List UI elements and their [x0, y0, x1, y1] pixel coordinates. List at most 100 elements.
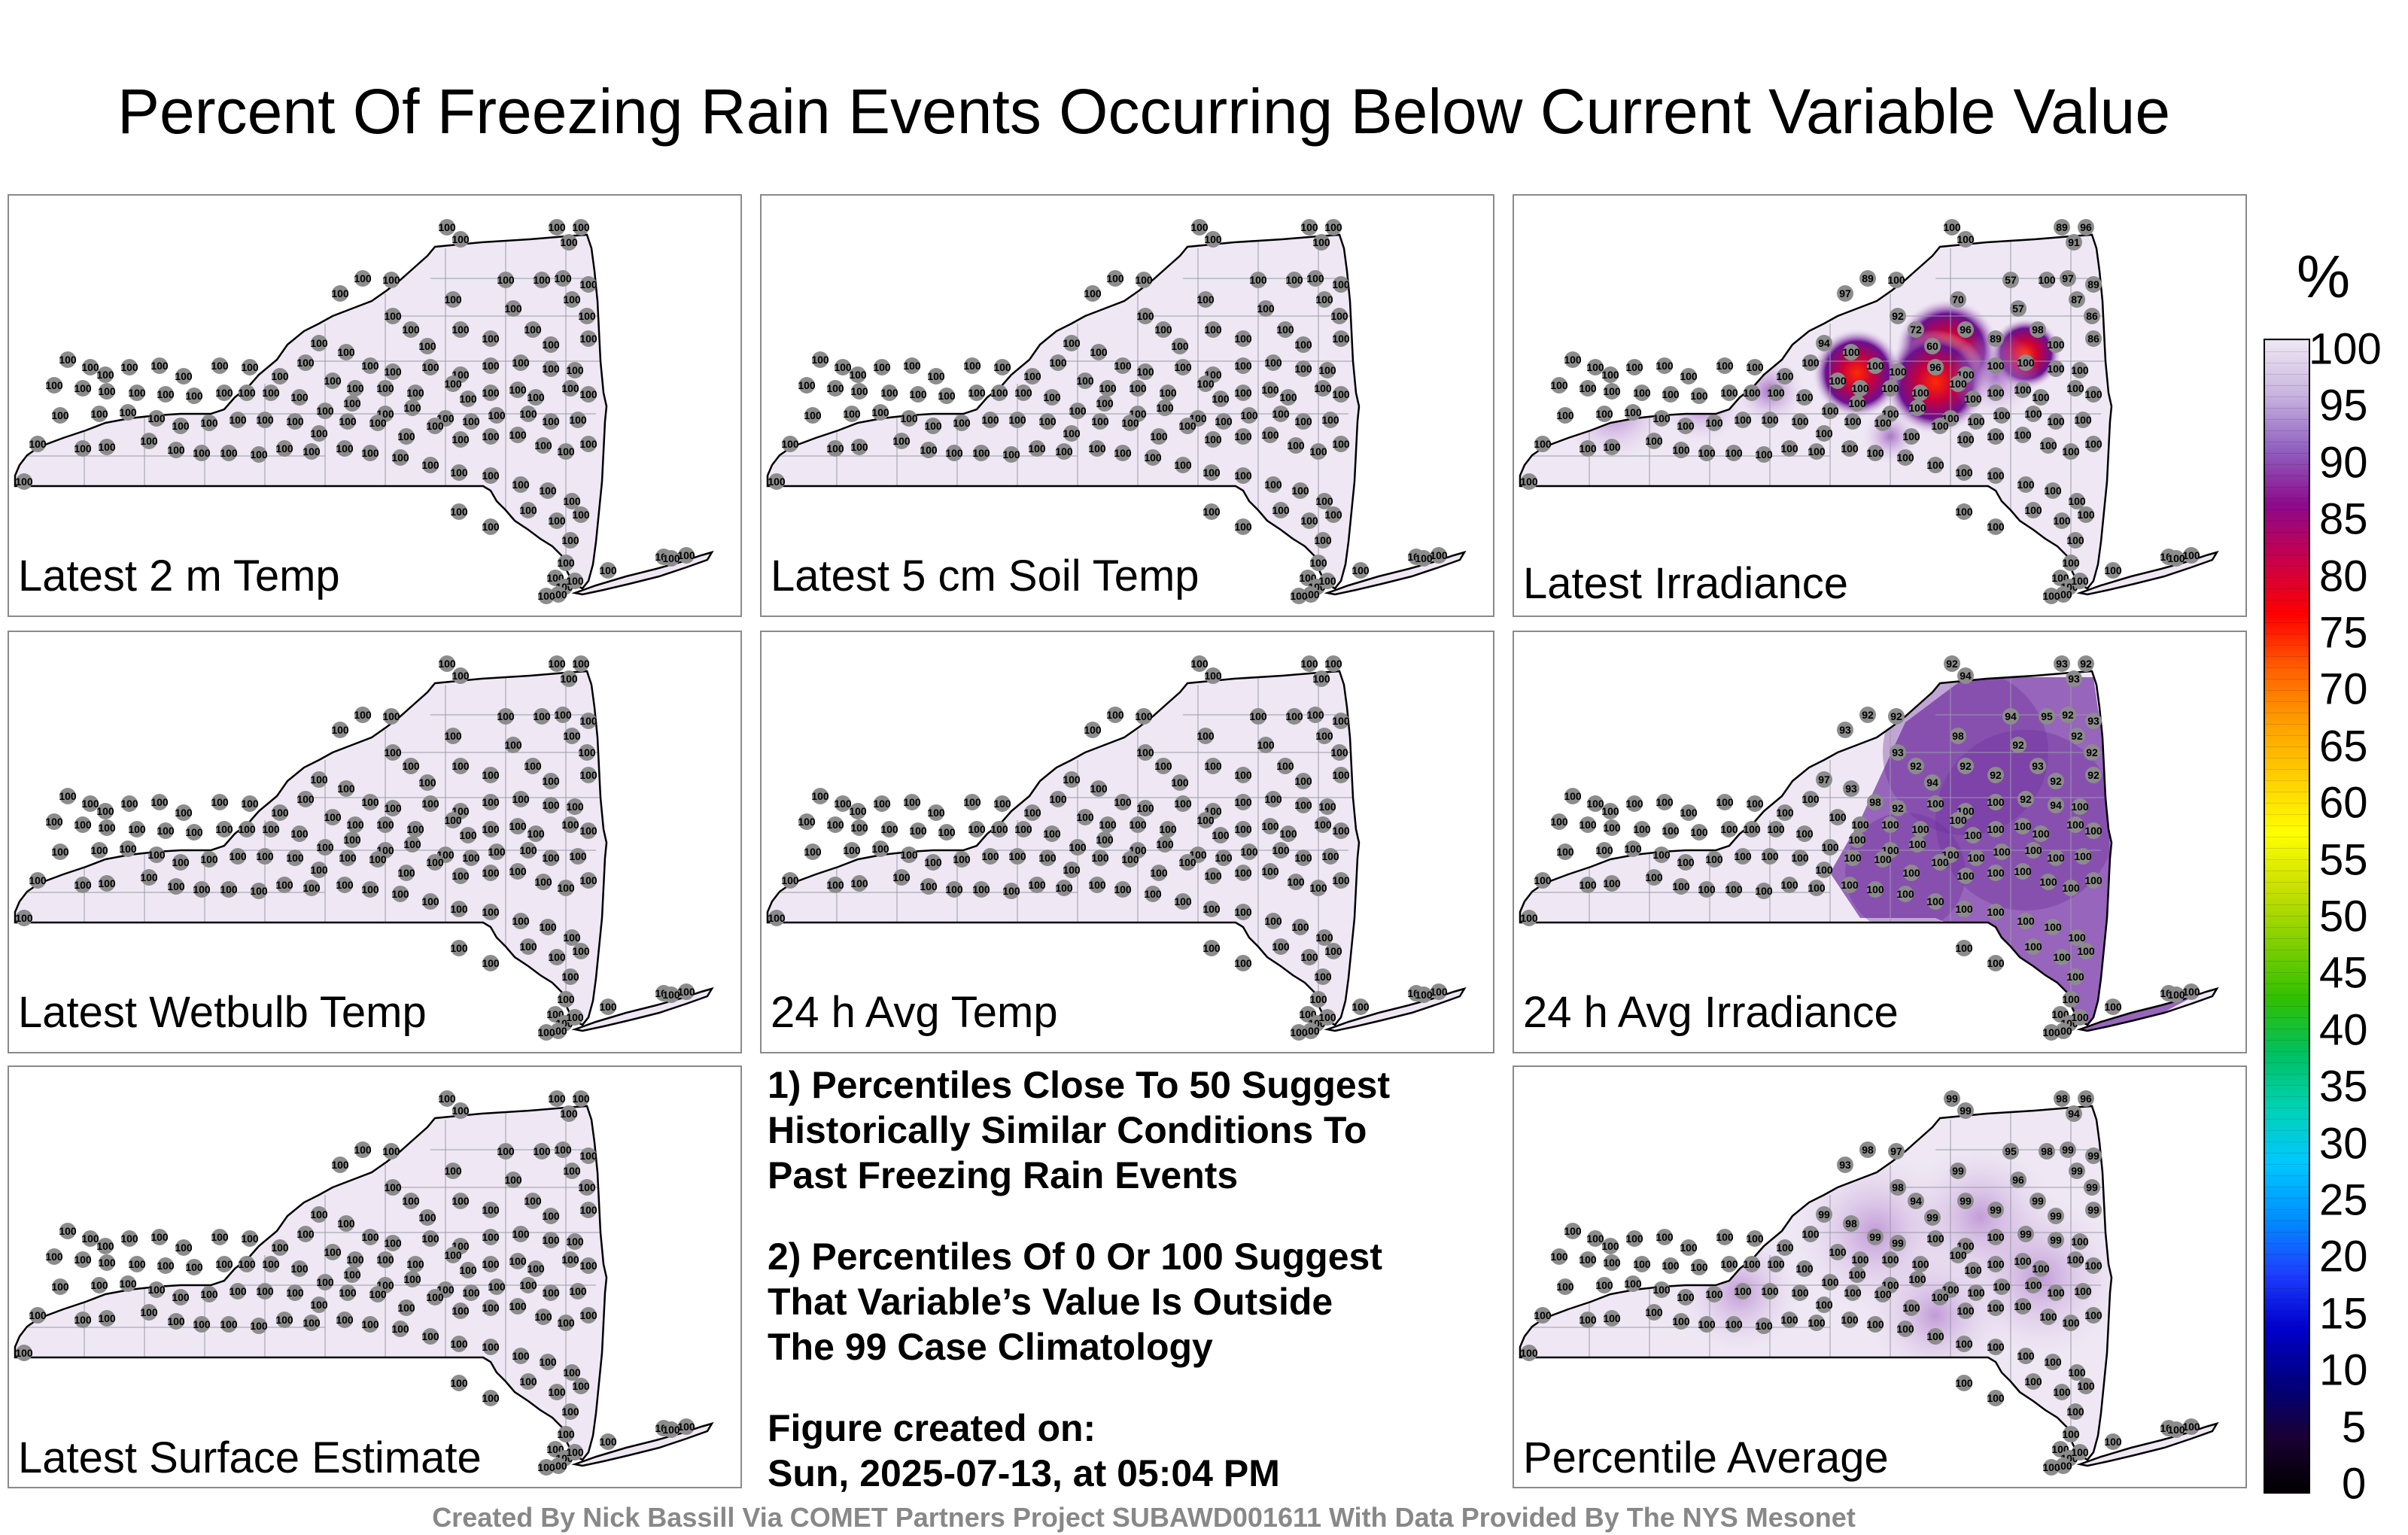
station-marker: 100: [310, 1206, 328, 1223]
svg-text:100: 100: [238, 823, 256, 835]
svg-text:100: 100: [1680, 370, 1698, 382]
station-marker: 100: [1106, 270, 1124, 287]
svg-text:100: 100: [2066, 971, 2084, 983]
svg-text:92: 92: [2020, 793, 2032, 805]
svg-text:100: 100: [1171, 340, 1189, 352]
station-marker: 100: [542, 1284, 560, 1301]
station-marker: 100: [1294, 797, 1312, 813]
station-marker: 100: [509, 818, 527, 834]
svg-text:100: 100: [677, 1421, 695, 1433]
station-marker: 100: [451, 431, 470, 448]
station-marker: 100: [275, 440, 293, 457]
station-marker: 100: [1212, 391, 1230, 407]
svg-text:100: 100: [1090, 783, 1108, 795]
station-marker: 100: [1135, 272, 1153, 288]
station-marker: 100: [450, 503, 468, 520]
svg-text:100: 100: [1129, 819, 1147, 831]
station-marker: 100: [51, 1278, 69, 1295]
station-marker: 100: [403, 836, 421, 853]
svg-text:100: 100: [1780, 442, 1798, 454]
svg-text:100: 100: [391, 888, 409, 900]
station-marker: 100: [1829, 809, 1847, 825]
svg-text:100: 100: [147, 849, 166, 861]
svg-text:100: 100: [2039, 876, 2057, 888]
svg-text:100: 100: [2062, 1317, 2080, 1329]
station-marker: 100: [1672, 442, 1690, 458]
svg-text:100: 100: [981, 414, 999, 426]
station-marker: 100: [1743, 821, 1761, 837]
station-marker: 100: [1677, 854, 1695, 871]
svg-text:100: 100: [451, 1195, 470, 1207]
svg-text:100: 100: [2062, 557, 2080, 569]
station-marker: 100: [1881, 380, 1899, 397]
svg-text:100: 100: [1106, 272, 1124, 284]
station-marker: 100: [871, 840, 889, 857]
station-marker: 100: [579, 1257, 597, 1274]
station-marker: 100: [1767, 385, 1785, 401]
station-marker: 100: [1063, 771, 1081, 788]
svg-text:92: 92: [2071, 730, 2083, 742]
station-marker: 100: [1633, 821, 1651, 837]
station-marker: 100: [336, 1312, 354, 1328]
station-marker: 100: [566, 1444, 584, 1461]
station-marker: 100: [1943, 219, 1961, 236]
station-marker: 100: [346, 380, 364, 397]
station-marker: 100: [451, 321, 470, 338]
svg-text:100: 100: [1276, 324, 1294, 336]
station-marker: 100: [1272, 938, 1290, 955]
svg-text:57: 57: [2012, 302, 2024, 315]
svg-text:100: 100: [15, 1347, 33, 1359]
station-marker: 100: [1257, 300, 1275, 317]
station-marker: 100: [1091, 413, 1109, 430]
station-marker: 100: [561, 532, 579, 549]
svg-text:92: 92: [2080, 658, 2092, 670]
svg-text:100: 100: [1801, 793, 1820, 805]
station-marker: 100: [1821, 1274, 1839, 1290]
svg-text:91: 91: [2068, 236, 2080, 248]
station-marker: 100: [578, 744, 596, 761]
svg-text:100: 100: [579, 1150, 597, 1162]
station-marker: 100: [534, 1309, 552, 1325]
svg-text:100: 100: [527, 828, 545, 840]
svg-text:100: 100: [2024, 941, 2042, 953]
svg-text:100: 100: [1767, 387, 1785, 399]
station-marker: 100: [1084, 285, 1102, 302]
station-marker: 100: [572, 219, 590, 236]
station-marker: 100: [444, 812, 462, 828]
svg-text:100: 100: [147, 1284, 166, 1296]
svg-text:100: 100: [1084, 724, 1102, 736]
station-marker: 100: [1318, 1009, 1336, 1026]
station-marker: 99: [1987, 1202, 2004, 1218]
svg-text:100: 100: [303, 445, 321, 457]
station-marker: 100: [920, 442, 938, 458]
svg-text:100: 100: [537, 1461, 555, 1473]
station-marker: 100: [286, 850, 304, 866]
station-marker: 92: [2060, 707, 2076, 723]
station-marker: 100: [286, 1284, 304, 1301]
station-marker: 100: [1002, 446, 1020, 463]
station-marker: 100: [175, 804, 193, 821]
svg-text:100: 100: [1264, 357, 1282, 369]
station-marker: 100: [1249, 272, 1267, 288]
station-marker: 100: [339, 850, 357, 866]
svg-text:100: 100: [1291, 921, 1309, 933]
station-marker: 100: [1008, 848, 1026, 865]
station-marker: 100: [1318, 362, 1336, 378]
svg-text:100: 100: [548, 1093, 566, 1105]
svg-text:100: 100: [1178, 856, 1196, 868]
station-marker: 100: [451, 667, 470, 684]
station-marker: 92: [2069, 728, 2085, 744]
svg-text:100: 100: [920, 444, 938, 456]
svg-text:100: 100: [74, 1314, 92, 1326]
svg-text:100: 100: [1595, 1279, 1613, 1291]
svg-text:100: 100: [1808, 882, 1826, 894]
station-marker: 100: [798, 813, 816, 830]
station-marker: 97: [1888, 1143, 1905, 1160]
svg-text:100: 100: [128, 1258, 146, 1270]
station-marker: 100: [2047, 336, 2065, 353]
station-marker: 100: [1321, 848, 1339, 865]
svg-text:100: 100: [1579, 819, 1597, 831]
station-marker: 98: [2054, 1090, 2070, 1107]
svg-text:100: 100: [29, 1309, 47, 1321]
svg-text:100: 100: [2074, 1285, 2092, 1297]
